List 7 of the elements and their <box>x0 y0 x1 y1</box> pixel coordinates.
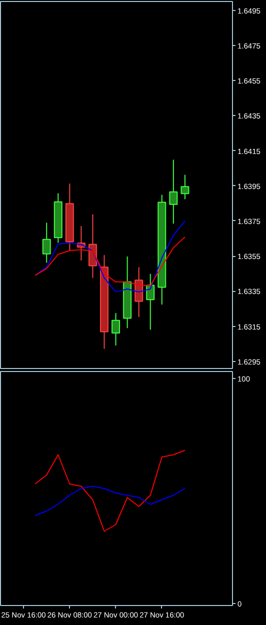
candlestick <box>112 312 120 346</box>
line-series <box>34 486 186 516</box>
candlestick <box>169 159 178 224</box>
line-series <box>34 450 186 532</box>
candlestick <box>134 266 144 318</box>
candlestick <box>42 222 51 264</box>
candlestick <box>180 174 190 200</box>
